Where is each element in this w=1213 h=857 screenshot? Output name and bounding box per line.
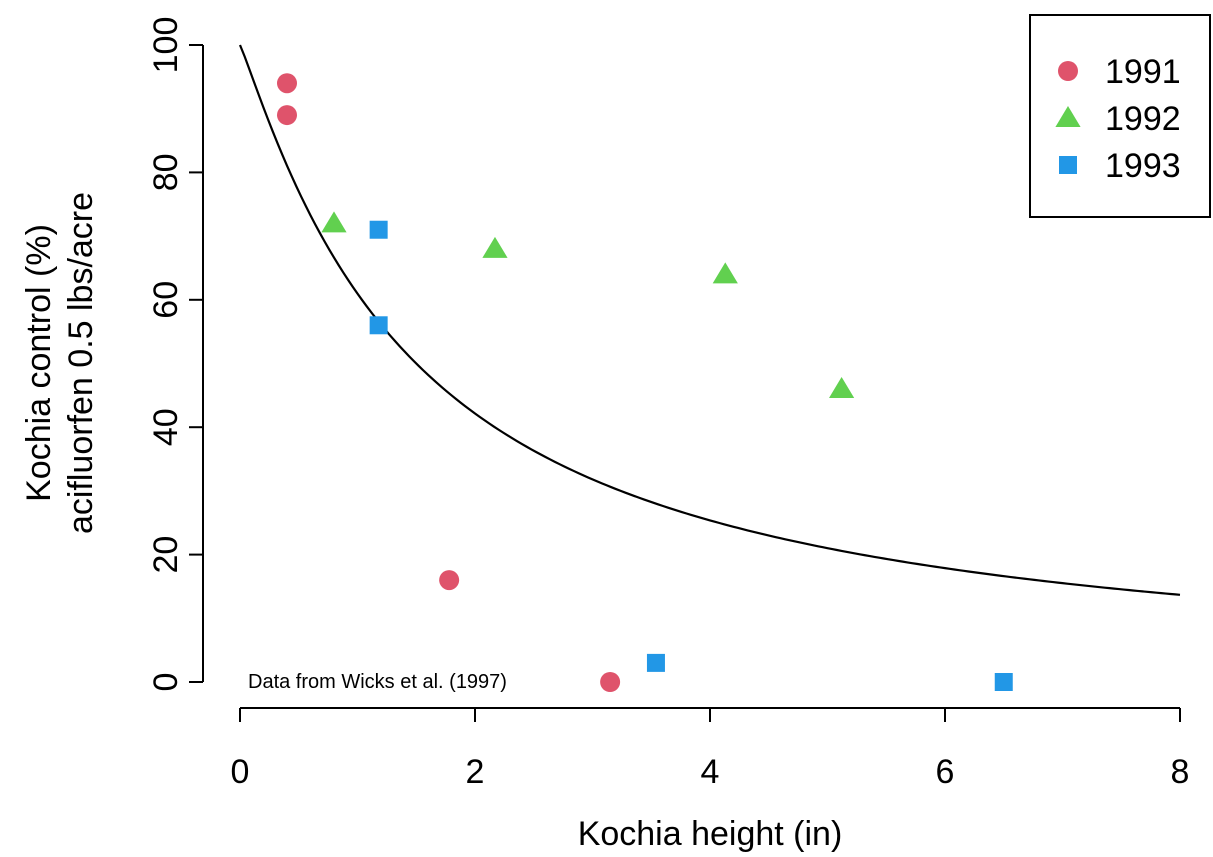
y-tick-label: 40 [147, 408, 185, 446]
y-tick-label: 20 [147, 536, 185, 574]
point-1993 [369, 316, 388, 335]
fitted-curve [238, 44, 1181, 596]
x-tick-label: 2 [466, 753, 485, 791]
y-tick-label: 0 [147, 673, 185, 692]
x-tick-label: 0 [231, 753, 250, 791]
data-points [277, 73, 1013, 692]
data-source-note: Data from Wicks et al. (1997) [248, 671, 507, 693]
y-axis-title-line-1: Kochia control (%) [20, 224, 58, 502]
y-axis-title-line-2: acifluorfen 0.5 lbs/acre [62, 192, 100, 534]
legend-label-1993: 1993 [1105, 147, 1181, 185]
point-1991 [439, 570, 460, 591]
y-axis: 0 20 40 60 80 100 [147, 17, 204, 692]
point-1991 [277, 73, 297, 94]
legend-label-1992: 1992 [1105, 100, 1181, 138]
x-axis: 0 2 4 6 8 [231, 707, 1190, 791]
point-1992 [482, 236, 508, 258]
y-tick-label: 80 [147, 153, 185, 191]
x-tick-label: 6 [936, 753, 955, 791]
legend-box [1029, 14, 1211, 218]
point-1992 [712, 262, 738, 284]
legend-marker-1993 [1059, 156, 1077, 174]
legend-label-1991: 1991 [1105, 53, 1181, 91]
point-1993 [994, 673, 1013, 691]
x-tick-label: 4 [701, 753, 720, 791]
y-tick-label: 100 [147, 17, 185, 74]
point-1991 [277, 105, 297, 126]
point-1991 [600, 672, 621, 692]
x-tick-label: 8 [1171, 753, 1190, 791]
point-1992 [829, 376, 855, 398]
legend-marker-1992 [1055, 106, 1081, 127]
y-tick-label: 60 [147, 281, 185, 319]
legend: 1991 1992 1993 [1029, 14, 1211, 218]
legend-marker-1991 [1058, 61, 1078, 81]
x-axis-title: Kochia height (in) [578, 815, 843, 853]
point-1993 [646, 653, 665, 672]
point-1992 [321, 211, 347, 233]
point-1993 [369, 220, 388, 239]
